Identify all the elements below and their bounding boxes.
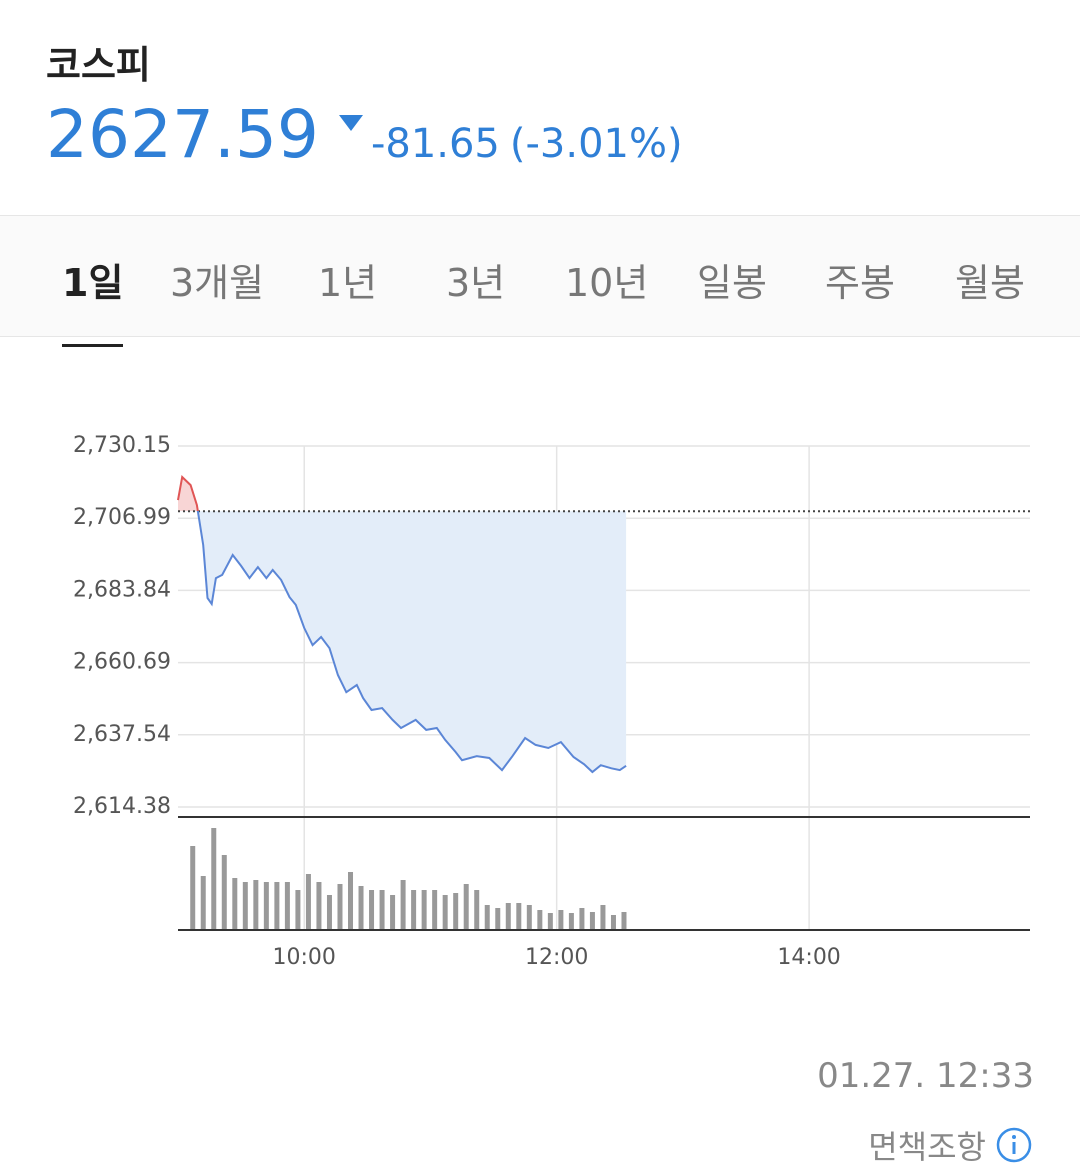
disclaimer[interactable]: 면책조항 [868, 1122, 1034, 1168]
volume-bar [242, 882, 248, 930]
volume-bar [211, 828, 217, 930]
volume-bar [505, 903, 511, 930]
tab-bar: 1일 3개월 1년 3년 10년 일봉 주봉 월봉 [0, 215, 1080, 347]
volume-bar [579, 908, 585, 930]
volume-bar [358, 886, 364, 930]
period-tab[interactable]: 3년 [446, 261, 506, 305]
volume-bar [621, 912, 627, 930]
volume-bar [558, 910, 564, 930]
volume-bar [610, 915, 616, 930]
period-tab[interactable]: 10년 [565, 261, 649, 305]
price-row: 2627.59 -81.65 (-3.01%) [46, 96, 683, 173]
volume-bar [263, 882, 269, 930]
volume-bar [295, 890, 301, 930]
x-tick-label: 10:00 [273, 945, 336, 970]
volume-bar [453, 893, 459, 930]
info-icon[interactable] [994, 1125, 1034, 1165]
x-tick-label: 12:00 [525, 945, 588, 970]
y-tick-label: 2,637.54 [73, 722, 171, 747]
volume-bar [474, 890, 480, 930]
timestamp: 01.27. 12:33 [817, 1056, 1034, 1096]
volume-bar [390, 895, 396, 930]
down-arrow [338, 115, 363, 131]
change: -81.65 [370, 121, 500, 167]
volume-bar [221, 855, 227, 930]
disclaimer-text[interactable]: 면책조항 [868, 1128, 986, 1166]
volume-bar [316, 882, 322, 930]
volume-bar [284, 882, 290, 930]
period-tab[interactable]: 1일 [62, 252, 124, 347]
volume-bar [400, 880, 406, 930]
volume-bar [232, 878, 238, 930]
volume-bar [274, 882, 280, 930]
y-tick-label: 2,706.99 [73, 505, 171, 530]
y-tick-label: 2,660.69 [73, 650, 171, 675]
y-tick-label: 2,614.38 [73, 794, 171, 819]
volume-bar [568, 913, 574, 930]
y-tick-label: 2,730.15 [73, 433, 171, 458]
volume-bar [421, 890, 427, 930]
period-tab[interactable]: 일봉 [697, 261, 767, 305]
volume-bar [516, 903, 522, 930]
chart: 2,730.15 2,706.99 2,683.84 2,660.69 2,637.54… [73, 433, 1030, 970]
volume-bar [200, 876, 206, 930]
period-tab[interactable]: 주봉 [825, 261, 895, 305]
volume-bar [526, 905, 532, 930]
volume-bar [337, 884, 343, 930]
period-tab[interactable]: 월봉 [955, 261, 1025, 305]
period-tab[interactable]: 1년 [318, 261, 378, 305]
volume-bar [432, 890, 438, 930]
volume-bar [589, 912, 595, 930]
volume-bar [305, 874, 311, 930]
volume-bar [600, 905, 606, 930]
index-title: 코스피 [46, 43, 151, 87]
volume-bar [463, 884, 469, 930]
volume-bar [326, 895, 332, 930]
volume-bar [442, 895, 448, 930]
volume-bar [369, 890, 375, 930]
volume-bar [547, 913, 553, 930]
volume-bar [348, 872, 354, 930]
price-line [177, 474, 627, 774]
period-tab[interactable]: 3개월 [170, 261, 265, 305]
area [178, 477, 627, 772]
volume-bar [190, 846, 196, 930]
change-rate: (-3.01%) [509, 121, 683, 167]
volume-bar [411, 890, 417, 930]
volume-bar [537, 910, 543, 930]
volume-bar [253, 880, 259, 930]
y-tick-label: 2,683.84 [73, 577, 171, 602]
x-tick-label: 14:00 [777, 945, 840, 970]
volume-bar [495, 908, 501, 930]
price: 2627.59 [46, 96, 319, 173]
volume-bar [379, 890, 385, 930]
volume-bar [484, 905, 490, 930]
